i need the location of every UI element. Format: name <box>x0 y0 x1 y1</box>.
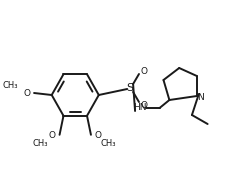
Text: O: O <box>140 67 147 76</box>
Text: O: O <box>49 131 56 140</box>
Text: CH₃: CH₃ <box>3 81 18 90</box>
Text: N: N <box>197 93 204 102</box>
Text: O: O <box>140 101 147 110</box>
Text: CH₃: CH₃ <box>101 139 116 148</box>
Text: O: O <box>95 131 102 140</box>
Text: S: S <box>127 83 134 93</box>
Text: HN: HN <box>133 104 147 113</box>
Text: O: O <box>23 88 30 98</box>
Text: CH₃: CH₃ <box>32 139 48 148</box>
